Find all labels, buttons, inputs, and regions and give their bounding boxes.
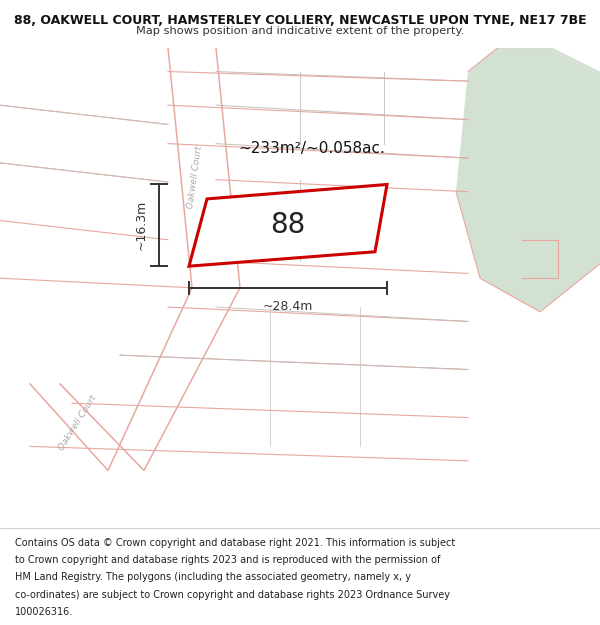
Text: Oakwell Court: Oakwell Court [186, 145, 204, 209]
Text: Contains OS data © Crown copyright and database right 2021. This information is : Contains OS data © Crown copyright and d… [15, 538, 455, 548]
Text: 88, OAKWELL COURT, HAMSTERLEY COLLIERY, NEWCASTLE UPON TYNE, NE17 7BE: 88, OAKWELL COURT, HAMSTERLEY COLLIERY, … [14, 14, 586, 28]
Text: co-ordinates) are subject to Crown copyright and database rights 2023 Ordnance S: co-ordinates) are subject to Crown copyr… [15, 589, 450, 599]
Text: ~28.4m: ~28.4m [263, 299, 313, 312]
Polygon shape [456, 48, 600, 312]
Text: HM Land Registry. The polygons (including the associated geometry, namely x, y: HM Land Registry. The polygons (includin… [15, 572, 411, 582]
Text: Map shows position and indicative extent of the property.: Map shows position and indicative extent… [136, 26, 464, 36]
Text: 100026316.: 100026316. [15, 607, 73, 617]
Text: Oakwell Court: Oakwell Court [58, 393, 98, 452]
Text: ~16.3m: ~16.3m [134, 200, 148, 251]
Text: 88: 88 [271, 211, 305, 239]
Text: to Crown copyright and database rights 2023 and is reproduced with the permissio: to Crown copyright and database rights 2… [15, 555, 440, 565]
Text: ~233m²/~0.058ac.: ~233m²/~0.058ac. [239, 141, 385, 156]
Polygon shape [189, 184, 387, 266]
